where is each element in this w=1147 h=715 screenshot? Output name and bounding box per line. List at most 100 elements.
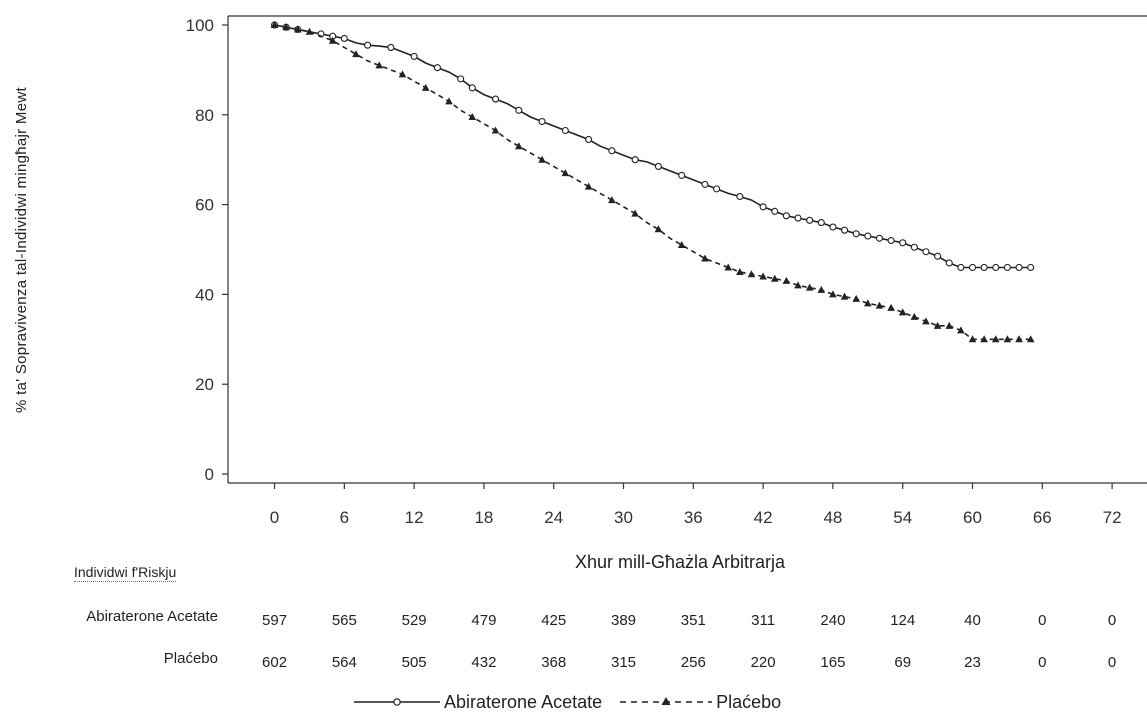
series-line-1 [274,24,1031,269]
x-tick-label: 0 [270,508,279,527]
censor-marker-circle [875,234,883,242]
censor-marker-circle [887,236,895,245]
risk-value: 124 [890,612,916,629]
x-tick-label: 48 [823,508,842,527]
censor-marker-circle [922,248,930,256]
x-tick-label: 36 [684,508,703,527]
censor-marker-circle [794,214,802,222]
series-line-2 [274,24,1031,341]
censor-marker-circle [968,263,977,272]
censor-marker-triangle [945,321,954,329]
risk-value: 0 [1107,612,1117,629]
censor-marker-triangle [584,182,593,190]
censor-marker-circle [899,239,907,247]
y-tick-label: 40 [195,285,214,304]
censor-marker-circle [433,64,441,72]
censor-marker-triangle [538,155,546,163]
censor-marker-circle [608,147,616,155]
censor-marker-circle [864,232,872,240]
x-tick-label: 72 [1103,508,1122,527]
censor-marker-circle [561,126,569,135]
censor-marker-circle [538,117,546,126]
censor-marker-triangle [840,292,849,300]
censor-marker-circle [457,75,465,83]
censor-marker-triangle [852,294,860,302]
legend-label-series1: Abiraterone Acetate [444,691,603,712]
censor-marker-triangle [829,290,837,298]
x-axis-title: Xhur mill-Għażla Arbitrarja [575,552,786,572]
censor-marker-circle [736,192,744,201]
censor-marker-triangle [631,209,639,217]
censor-marker-triangle [759,272,767,280]
censor-marker-circle [364,41,372,49]
censor-marker-triangle [282,23,290,31]
censor-marker-triangle [1026,335,1035,343]
y-axis-title: % ta' Sopravivenza tal-Individwi mingħaj… [13,86,30,412]
y-tick-label: 60 [195,196,214,215]
risk-value: 351 [680,612,706,629]
censor-marker-triangle [898,308,907,316]
risk-value: 597 [262,612,288,629]
censor-marker-triangle [305,27,314,35]
censor-marker-circle [468,84,476,92]
censor-marker-triangle [421,83,430,91]
censor-marker-triangle [445,97,453,105]
risk-value: 389 [611,612,637,629]
censor-marker-triangle [515,142,523,150]
censor-marker-triangle [398,70,407,78]
censor-marker-circle [631,156,639,164]
censor-marker-circle [980,263,988,272]
risk-value: 565 [331,612,357,629]
censor-marker-triangle [794,281,802,289]
censor-marker-triangle [677,241,686,249]
censor-marker-triangle [805,283,814,291]
legend: Abiraterone Acetate Plaćebo [350,690,781,714]
x-tick-label: 60 [963,508,982,527]
censor-marker-triangle [968,335,977,343]
censor-marker-triangle [817,285,826,293]
censor-marker-triangle [736,267,744,275]
censor-marker-circle [701,180,709,188]
x-tick-label: 30 [614,508,633,527]
censor-marker-circle [340,34,348,43]
censor-marker-circle [1003,263,1011,272]
censor-marker-triangle [864,299,872,307]
censor-marker-circle [957,263,965,272]
risk-value: 425 [541,612,567,629]
censor-marker-circle [1015,263,1023,272]
censor-marker-triangle [561,169,570,177]
censor-marker-circle [806,216,814,224]
censor-marker-triangle [922,317,930,325]
censor-marker-circle [945,259,953,267]
risk-value: 23 [964,654,981,671]
risk-value: 564 [331,654,357,671]
censor-marker-triangle [875,301,884,309]
risk-value: 315 [611,654,637,671]
risk-row-label: Abiraterone Acetate [86,608,218,625]
x-tick-label: 12 [405,508,424,527]
risk-value: 69 [894,654,912,671]
censor-marker-circle [934,252,942,260]
censor-marker-circle [782,212,790,220]
risk-value: 602 [262,654,288,671]
censor-marker-triangle [352,50,360,58]
censor-marker-circle [759,203,767,211]
x-tick-label: 54 [893,508,912,527]
censor-marker-circle [492,95,500,103]
censor-marker-triangle [991,335,1000,343]
censor-marker-triangle [980,335,988,343]
censor-marker-circle [713,185,721,193]
x-tick-label: 6 [340,508,349,527]
x-tick-label: 66 [1033,508,1052,527]
risk-value: 479 [471,612,497,629]
censor-marker-circle [410,52,418,60]
x-tick-label: 24 [544,508,563,527]
risk-value: 505 [401,654,427,671]
censor-marker-triangle [375,61,384,69]
risk-table-title: Individwi f'Riskju [74,564,177,582]
censor-marker-circle [829,223,837,231]
censor-marker-triangle [957,326,965,334]
censor-marker-triangle [491,126,500,134]
censor-marker-triangle [724,263,733,271]
y-tick-label: 20 [195,375,214,394]
